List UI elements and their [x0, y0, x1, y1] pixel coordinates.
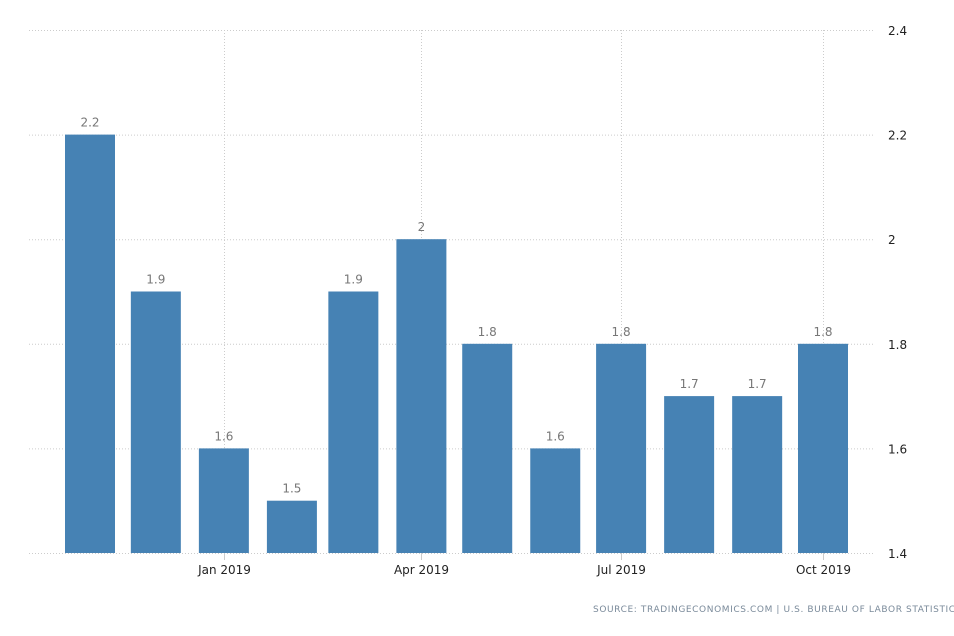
y-tick-label: 1.4: [888, 547, 907, 561]
data-label: 1.6: [546, 429, 565, 443]
data-label: 2: [418, 220, 426, 234]
y-tick-label: 2: [888, 233, 896, 247]
data-label: 1.9: [344, 273, 363, 287]
bar: [198, 448, 249, 553]
bar: [396, 239, 447, 553]
data-label: 2.2: [80, 116, 99, 130]
data-label: 1.8: [813, 325, 832, 339]
y-tick-label: 1.6: [888, 442, 907, 456]
data-label: 1.6: [214, 429, 233, 443]
bar: [732, 396, 783, 553]
bar: [798, 343, 848, 553]
x-tick-label: Jan 2019: [197, 563, 251, 577]
bar: [462, 343, 513, 553]
data-label: 1.8: [478, 325, 497, 339]
bar: [328, 291, 379, 553]
data-label: 1.7: [748, 377, 767, 391]
bar: [266, 500, 317, 553]
y-tick-label: 2.4: [888, 24, 907, 38]
data-label: 1.8: [612, 325, 631, 339]
bar: [130, 291, 181, 553]
bar: [596, 343, 647, 553]
x-tick-label: Oct 2019: [796, 563, 851, 577]
data-label: 1.7: [680, 377, 699, 391]
bar: [664, 396, 715, 553]
x-tick-label: Jul 2019: [596, 563, 646, 577]
data-label: 1.9: [146, 273, 165, 287]
bar: [65, 134, 115, 553]
bar: [530, 448, 581, 553]
y-tick-label: 1.8: [888, 338, 907, 352]
data-label: 1.5: [282, 482, 301, 496]
source-note: SOURCE: TRADINGECONOMICS.COM | U.S. BURE…: [593, 605, 954, 615]
x-tick-label: Apr 2019: [394, 563, 449, 577]
y-tick-label: 2.2: [888, 129, 907, 143]
